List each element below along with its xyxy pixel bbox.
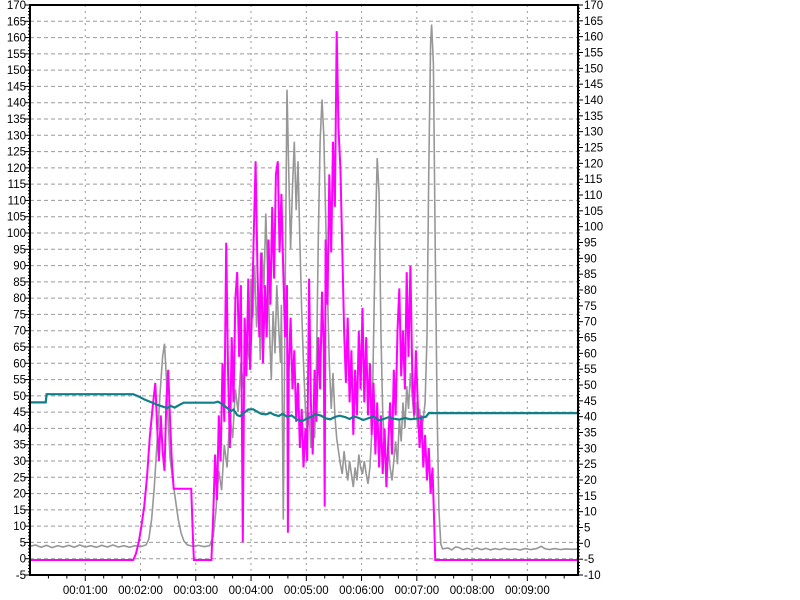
right-axis-label: 85 (584, 269, 597, 281)
left-axis-label: 105 (7, 212, 26, 224)
right-axis-label: 100 (584, 222, 603, 234)
left-axis-label: 145 (7, 81, 26, 93)
left-axis-label: 110 (8, 195, 26, 207)
right-axis-label: 130 (584, 127, 603, 139)
right-axis-label: 20 (584, 475, 597, 487)
plot-border (29, 4, 579, 576)
right-axis-label: 0 (584, 538, 590, 550)
right-axis-label: 40 (584, 412, 597, 424)
x-axis-label: 00:05:00 (284, 585, 329, 597)
left-axis-label: 130 (7, 130, 26, 142)
left-axis-label: 120 (7, 163, 26, 175)
left-axis-label: 155 (7, 49, 26, 61)
left-axis-label: 150 (7, 65, 26, 77)
left-axis-label: 90 (13, 261, 26, 273)
series-magenta (30, 31, 578, 561)
left-axis-label: 10 (13, 521, 26, 533)
left-axis-label: 70 (13, 326, 26, 338)
right-axis-label: 60 (584, 348, 597, 360)
x-axis-label: 00:09:00 (505, 585, 550, 597)
right-axis-label: 80 (584, 285, 597, 297)
right-axis-label: -10 (584, 570, 601, 582)
right-axis-ticks (578, 4, 583, 576)
series-magenta-line (30, 31, 578, 561)
right-axis-label: 160 (584, 32, 603, 44)
right-axis-label: 125 (584, 143, 603, 155)
left-axis-label: 100 (7, 228, 26, 240)
x-axis-label: 00:02:00 (118, 585, 163, 597)
left-axis-label: 35 (13, 440, 26, 452)
right-axis-label: 90 (584, 253, 597, 265)
x-axis-label: 00:03:00 (173, 585, 218, 597)
left-axis-label: 135 (7, 114, 26, 126)
right-axis-label: 165 (584, 16, 603, 28)
x-axis-label: 00:04:00 (229, 585, 274, 597)
right-axis-label: 75 (584, 301, 597, 313)
x-axis-label: 00:01:00 (63, 585, 108, 597)
right-axis-label: 70 (584, 317, 597, 329)
left-axis-label: 40 (13, 423, 26, 435)
left-axis-label: 165 (7, 16, 26, 28)
left-axis-label: 85 (13, 277, 26, 289)
right-axis-label: 15 (584, 491, 597, 503)
right-axis-label: 30 (584, 443, 597, 455)
right-axis-label: -5 (584, 554, 594, 566)
right-axis-label: 170 (584, 0, 603, 12)
right-axis-label: 155 (584, 48, 603, 60)
series-teal-line (30, 393, 578, 423)
right-axis-labels: 1701651601551501451401351301251201151101… (584, 0, 603, 582)
right-axis-label: 150 (584, 63, 603, 75)
left-axis-label: 95 (13, 244, 26, 256)
left-axis-label: 140 (7, 98, 26, 110)
left-axis-label: 170 (7, 0, 26, 12)
left-axis-label: 75 (13, 309, 26, 321)
x-axis-label: 00:08:00 (450, 585, 495, 597)
right-axis-label: 145 (584, 79, 603, 91)
right-axis-label: 135 (584, 111, 603, 123)
left-axis-label: 50 (13, 391, 26, 403)
left-axis-ticks (25, 4, 30, 576)
right-axis-label: 65 (584, 333, 597, 345)
series-gray (29, 24, 579, 551)
right-axis-label: 115 (584, 174, 602, 186)
right-axis-label: 105 (584, 206, 603, 218)
gridlines (30, 5, 578, 575)
left-axis-label: 115 (8, 179, 26, 191)
right-axis-label: 5 (584, 523, 590, 535)
x-axis-ticks (47, 575, 565, 581)
left-axis-label: 60 (13, 358, 26, 370)
right-axis-label: 95 (584, 238, 597, 250)
left-axis-label: 125 (7, 147, 26, 159)
left-axis-label: 45 (13, 407, 26, 419)
left-axis-label: 30 (13, 456, 26, 468)
right-axis-label: 55 (584, 364, 597, 376)
left-axis-label: 25 (13, 472, 26, 484)
left-axis-label: 80 (13, 293, 26, 305)
left-axis-label: 55 (13, 375, 26, 387)
left-axis-label: 5 (20, 537, 26, 549)
right-axis-label: 25 (584, 459, 597, 471)
series-teal (30, 393, 578, 423)
right-axis-label: 120 (584, 158, 603, 170)
left-axis-labels: 1701651601551501451401351301251201151101… (7, 0, 26, 582)
right-axis-label: 45 (584, 396, 597, 408)
left-axis-label: 15 (13, 505, 26, 517)
left-axis-label: 160 (7, 33, 26, 45)
right-axis-label: 35 (584, 428, 597, 440)
series-gray-line (29, 24, 579, 551)
right-axis-label: 140 (584, 95, 603, 107)
right-axis-label: 110 (584, 190, 602, 202)
right-axis-label: 10 (584, 507, 597, 519)
left-axis-label: 20 (13, 489, 26, 501)
x-axis-label: 00:07:00 (394, 585, 439, 597)
x-axis-labels: 00:01:00 00:02:00 00:03:00 00:04:00 00:05:00… (63, 585, 550, 597)
left-axis-label: 65 (13, 342, 26, 354)
left-axis-label: 0 (20, 554, 26, 566)
left-axis-label: -5 (16, 570, 26, 582)
x-axis-label: 00:06:00 (339, 585, 384, 597)
right-axis-label: 50 (584, 380, 597, 392)
